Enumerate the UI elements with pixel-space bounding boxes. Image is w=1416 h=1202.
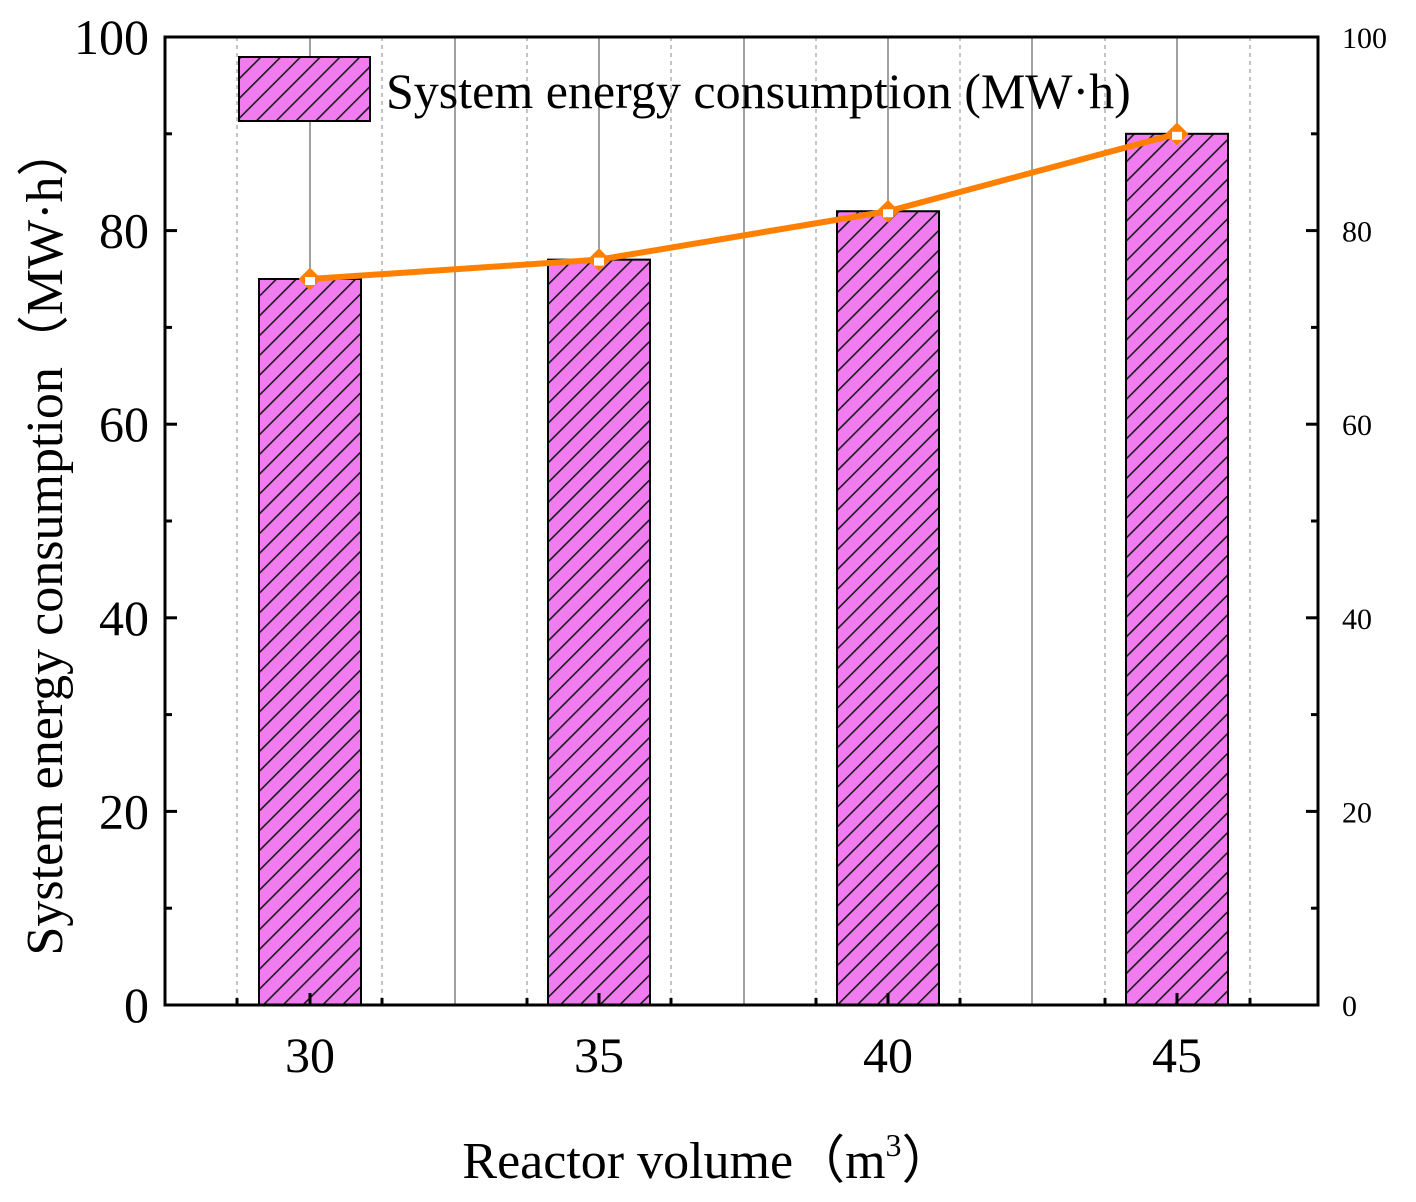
legend-swatch	[238, 56, 371, 122]
y-tick-label: 20	[99, 783, 149, 839]
x-axis-title-sup: 3	[886, 1127, 902, 1163]
bar	[836, 210, 940, 1007]
bar	[1125, 132, 1229, 1007]
x-tick-label: 45	[1152, 1027, 1202, 1083]
bar-series	[258, 132, 1229, 1007]
y2-tick-label: 100	[1342, 22, 1387, 55]
y-tick-label: 0	[124, 977, 149, 1033]
grid-lines	[236, 37, 1251, 1005]
legend: System energy consumption (MW·h)	[238, 56, 1131, 122]
y-axis-title: System energy consumption（MW·h）	[17, 125, 74, 956]
bar	[547, 258, 651, 1006]
y2-tick-label: 60	[1342, 409, 1372, 442]
y-tick-label: 40	[99, 590, 149, 646]
y-tick-label: 100	[74, 9, 149, 65]
y2-tick-label: 40	[1342, 603, 1372, 636]
line-marker-highlight	[594, 257, 604, 266]
line-marker-highlight	[883, 209, 893, 218]
x-axis-title-tail: ）	[902, 1133, 954, 1190]
bar	[258, 278, 362, 1006]
y-tick-label: 80	[99, 203, 149, 259]
x-axis-title-main: Reactor volume（m	[462, 1133, 885, 1190]
y-tick-label: 60	[99, 396, 149, 452]
series-line	[307, 130, 1180, 282]
y2-tick-label: 0	[1342, 990, 1357, 1023]
line-marker-highlight	[1172, 131, 1182, 140]
line-series	[298, 122, 1189, 291]
line-marker-highlight	[305, 277, 315, 285]
x-tick-label: 40	[863, 1027, 913, 1083]
legend-label: System energy consumption (MW·h)	[386, 63, 1131, 119]
x-tick-label: 35	[574, 1027, 624, 1083]
x-tick-label: 30	[285, 1027, 335, 1083]
y2-tick-label: 80	[1342, 216, 1372, 249]
x-axis-title: Reactor volume（m3）	[462, 1127, 953, 1190]
y2-tick-label: 20	[1342, 796, 1372, 829]
axes: 0 20 40 60 80 100 0 20 40 60 80 100 30 35 40 45 Reactor …	[17, 9, 1387, 1190]
